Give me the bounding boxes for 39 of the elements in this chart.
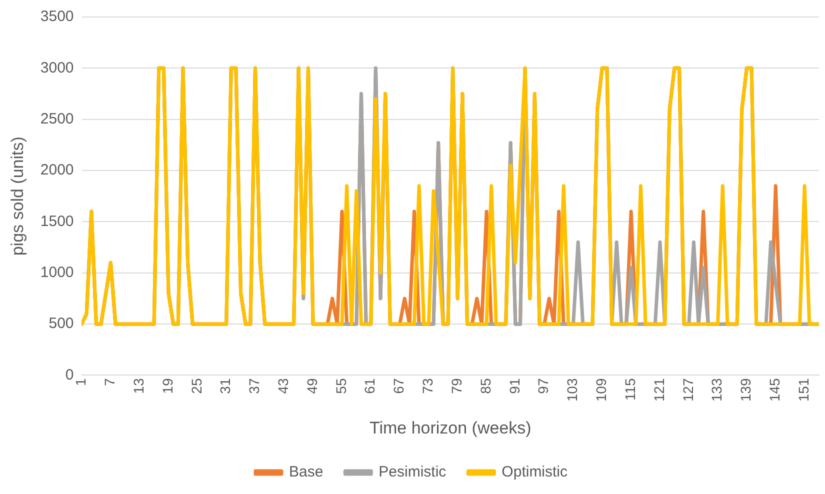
x-tick-label: 109 (593, 378, 610, 402)
y-tick-label: 1000 (40, 264, 74, 282)
x-tick-label: 127 (680, 378, 696, 402)
y-axis-title: pigs sold (units) (8, 136, 27, 256)
x-tick-label: 139 (738, 378, 754, 402)
x-tick-label: 133 (708, 378, 725, 402)
x-tick-label: 67 (390, 378, 407, 394)
x-tick-label: 61 (362, 378, 378, 394)
x-axis-title: Time horizon (weeks) (369, 418, 532, 438)
x-tick-label: 91 (506, 378, 522, 394)
x-tick-label: 7 (102, 378, 118, 386)
x-tick-label: 103 (564, 378, 580, 402)
x-tick-label: 73 (420, 378, 436, 394)
legend-label: Base (288, 464, 324, 481)
y-tick-label: 500 (48, 315, 74, 332)
x-tick-label: 49 (304, 378, 320, 394)
y-tick-label: 3000 (40, 59, 74, 76)
y-tick-label: 0 (65, 366, 74, 384)
x-tick-label: 115 (622, 378, 638, 401)
x-tick-label: 121 (650, 378, 667, 402)
legend-label: Optimistic (502, 464, 568, 481)
y-tick-label: 3500 (40, 8, 74, 26)
x-tick-label: 19 (159, 378, 176, 394)
x-tick-label: 37 (246, 378, 262, 394)
legend-label: Pesimistic (378, 464, 447, 481)
y-tick-label: 2000 (40, 162, 74, 179)
y-tick-label: 2500 (40, 110, 74, 128)
x-tick-label: 13 (130, 378, 146, 394)
x-tick-label: 151 (795, 378, 812, 402)
x-tick-label: 55 (332, 378, 349, 394)
x-tick-label: 1 (72, 378, 89, 386)
x-tick-label: 43 (275, 378, 292, 394)
y-tick-label: 1500 (40, 212, 74, 230)
x-tick-label: 145 (766, 378, 782, 402)
x-tick-label: 79 (448, 378, 464, 394)
x-tick-label: 85 (477, 378, 494, 394)
x-tick-label: 97 (535, 378, 552, 394)
x-tick-label: 25 (188, 378, 204, 394)
x-tick-label: 31 (217, 378, 234, 394)
